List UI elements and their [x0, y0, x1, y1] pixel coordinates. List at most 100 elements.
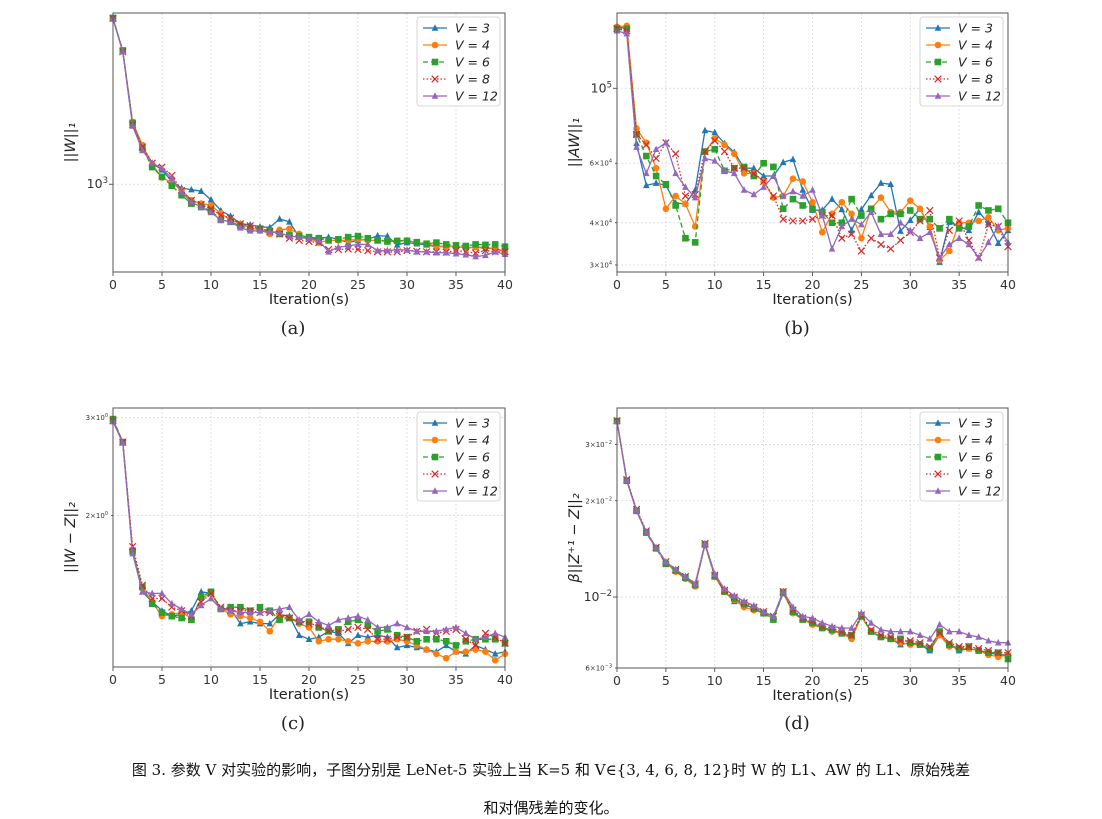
- data-point: [721, 141, 728, 149]
- data-point: [936, 628, 943, 635]
- legend-label: V = 4: [958, 38, 993, 53]
- legend-marker: [431, 487, 439, 494]
- data-point: [364, 246, 372, 255]
- data-point: [985, 207, 992, 214]
- data-point: [374, 637, 381, 645]
- data-point: [295, 233, 303, 240]
- data-point: [877, 631, 885, 639]
- data-point: [354, 631, 362, 639]
- x-tick-label: 40: [497, 672, 513, 687]
- data-point: [838, 630, 846, 637]
- data-point: [374, 623, 381, 631]
- data-point: [711, 570, 719, 577]
- data-point: [384, 238, 391, 245]
- data-point: [955, 225, 963, 232]
- figure-caption-line1: 图 3. 参数 V 对实验的影响，子图分别是 LeNet-5 实验上当 K=5 …: [131, 761, 971, 779]
- legend-marker: [431, 453, 439, 461]
- data-point: [364, 616, 372, 623]
- data-point: [491, 635, 499, 643]
- data-point: [789, 603, 797, 610]
- data-point: [935, 629, 944, 638]
- data-point: [364, 637, 372, 645]
- data-point: [770, 163, 777, 171]
- series-v12: [109, 15, 509, 260]
- data-point: [315, 624, 323, 631]
- data-point: [828, 195, 836, 202]
- data-point: [178, 614, 185, 622]
- y-tick-exponent: 4: [609, 260, 612, 266]
- data-point: [789, 175, 797, 183]
- data-point: [711, 135, 719, 142]
- data-point: [809, 198, 816, 206]
- data-point: [760, 159, 767, 167]
- legend-marker: [934, 24, 942, 31]
- data-point: [965, 642, 973, 651]
- data-point: [393, 619, 401, 627]
- x-tick-label: 5: [158, 672, 166, 687]
- data-point: [877, 633, 885, 641]
- data-point: [985, 649, 992, 656]
- data-point: [770, 612, 777, 620]
- y-tick-base: 10: [600, 160, 609, 168]
- data-point: [789, 217, 797, 225]
- data-point: [148, 159, 156, 166]
- data-point: [936, 254, 943, 261]
- data-point: [946, 627, 953, 635]
- x-tick-label: 5: [662, 277, 670, 292]
- data-point: [129, 549, 136, 557]
- data-point: [779, 587, 787, 595]
- data-point: [847, 631, 856, 639]
- data-point: [227, 218, 234, 225]
- data-point: [246, 227, 254, 234]
- data-point: [691, 239, 699, 246]
- data-point: [139, 583, 146, 591]
- data-point: [877, 215, 885, 223]
- legend-label: V = 6: [958, 450, 993, 465]
- axes-frame: [616, 12, 1009, 273]
- data-point: [731, 169, 738, 177]
- data-point: [682, 200, 689, 208]
- data-point: [354, 240, 362, 248]
- data-point: [955, 645, 963, 652]
- data-point: [344, 614, 352, 621]
- data-point: [886, 633, 895, 641]
- data-point: [315, 236, 323, 244]
- data-point: [838, 205, 846, 213]
- series-v12: [613, 26, 1012, 261]
- data-point: [335, 635, 342, 643]
- data-point: [721, 585, 728, 592]
- x-tick-label: 5: [662, 673, 670, 688]
- data-point: [926, 645, 934, 652]
- data-point: [936, 620, 943, 628]
- data-point: [711, 128, 719, 136]
- data-point: [965, 631, 973, 638]
- data-point: [750, 601, 758, 609]
- x-axis-label: Iteration(s): [269, 687, 349, 703]
- data-point: [857, 247, 866, 255]
- data-point: [730, 164, 739, 172]
- data-point: [276, 229, 283, 236]
- data-point: [423, 247, 430, 255]
- data-point: [305, 610, 313, 618]
- data-point: [413, 627, 421, 635]
- data-point: [877, 194, 885, 201]
- series-line: [112, 420, 506, 647]
- y-axis-label: ||AW||₁: [567, 118, 583, 168]
- data-point: [344, 242, 352, 249]
- data-point: [818, 228, 826, 236]
- legend-marker: [934, 75, 942, 83]
- data-point: [246, 608, 254, 616]
- data-point: [906, 639, 914, 646]
- data-point: [148, 163, 156, 171]
- x-tick-label: 20: [805, 277, 821, 292]
- subplot-label-b: (b): [784, 318, 810, 339]
- data-point: [237, 603, 244, 611]
- data-point: [188, 616, 195, 624]
- legend-box: [919, 16, 1004, 107]
- data-point: [867, 628, 875, 635]
- data-point: [285, 614, 294, 622]
- legend: V = 3 V = 4 V = 6 V = 8 V = 12: [919, 16, 1004, 107]
- data-point: [139, 146, 146, 154]
